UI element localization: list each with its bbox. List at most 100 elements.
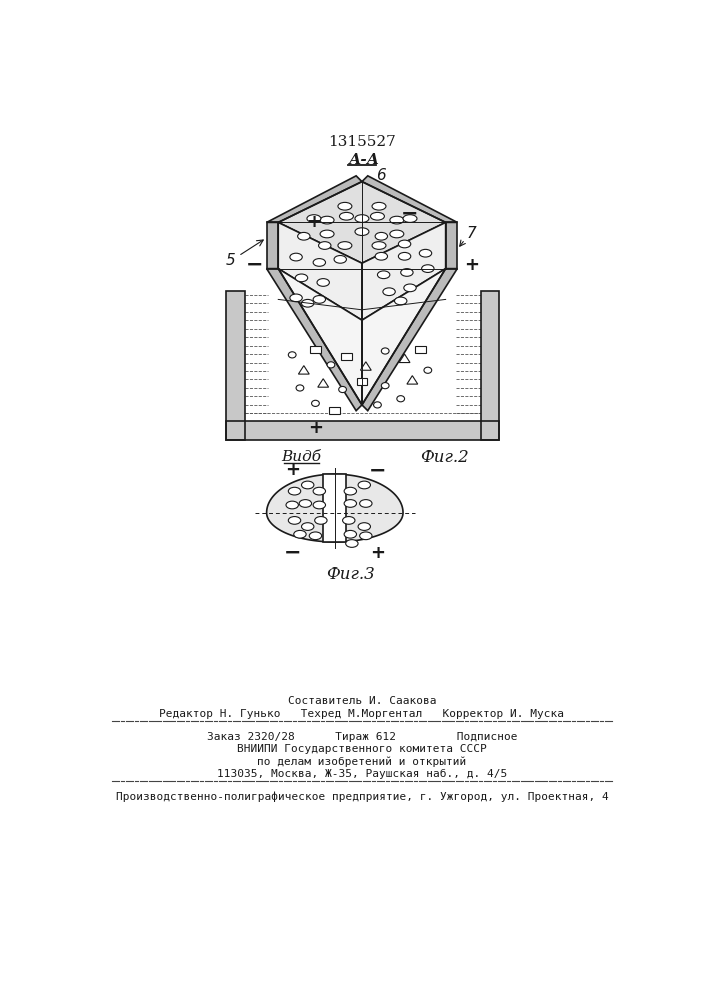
Text: ВНИИПИ Государственного комитета СССР: ВНИИПИ Государственного комитета СССР: [237, 744, 487, 754]
Ellipse shape: [301, 523, 314, 530]
FancyBboxPatch shape: [323, 474, 346, 542]
Text: 5: 5: [226, 240, 263, 268]
Ellipse shape: [403, 215, 417, 222]
Ellipse shape: [358, 523, 370, 530]
Bar: [310, 346, 321, 353]
Ellipse shape: [298, 232, 310, 240]
Text: −: −: [284, 543, 301, 563]
Ellipse shape: [313, 487, 325, 495]
Ellipse shape: [339, 386, 346, 393]
Ellipse shape: [312, 400, 320, 406]
Polygon shape: [279, 222, 362, 320]
Ellipse shape: [401, 269, 413, 276]
Ellipse shape: [296, 385, 304, 391]
Text: +: +: [308, 419, 323, 437]
Polygon shape: [226, 421, 499, 440]
Ellipse shape: [375, 252, 387, 260]
Ellipse shape: [370, 212, 385, 220]
Polygon shape: [267, 269, 362, 411]
Text: 6: 6: [376, 168, 385, 183]
Ellipse shape: [346, 540, 358, 547]
Ellipse shape: [390, 216, 404, 224]
Ellipse shape: [378, 271, 390, 279]
Ellipse shape: [286, 501, 298, 509]
Text: +: +: [464, 256, 479, 274]
Polygon shape: [407, 376, 418, 384]
Ellipse shape: [317, 279, 329, 286]
Ellipse shape: [313, 296, 325, 303]
Text: по делам изобретений и открытий: по делам изобретений и открытий: [257, 756, 467, 767]
Ellipse shape: [309, 532, 322, 540]
Ellipse shape: [344, 487, 356, 495]
Text: −: −: [245, 255, 263, 275]
Polygon shape: [267, 176, 362, 222]
Ellipse shape: [338, 202, 352, 210]
Polygon shape: [298, 366, 309, 374]
Polygon shape: [226, 291, 245, 440]
Text: 7: 7: [467, 226, 477, 241]
Polygon shape: [279, 269, 362, 405]
Bar: [329, 407, 340, 414]
Ellipse shape: [398, 252, 411, 260]
Polygon shape: [362, 269, 457, 411]
Ellipse shape: [398, 240, 411, 248]
Polygon shape: [267, 474, 403, 542]
Polygon shape: [362, 222, 445, 320]
Text: Видб: Видб: [281, 450, 322, 464]
Bar: [356, 378, 368, 385]
Polygon shape: [267, 222, 279, 269]
Ellipse shape: [360, 500, 372, 507]
Polygon shape: [362, 269, 445, 405]
Ellipse shape: [419, 249, 432, 257]
Text: −: −: [402, 204, 419, 224]
Ellipse shape: [313, 259, 325, 266]
Polygon shape: [481, 291, 499, 440]
Ellipse shape: [307, 215, 321, 222]
Text: Редактор Н. Гунько   Техред М.Моргентал   Корректор И. Муска: Редактор Н. Гунько Техред М.Моргентал Ко…: [160, 709, 564, 719]
Ellipse shape: [381, 383, 389, 389]
Ellipse shape: [344, 500, 356, 507]
Ellipse shape: [358, 481, 370, 489]
Ellipse shape: [424, 367, 432, 373]
Ellipse shape: [390, 230, 404, 238]
Ellipse shape: [293, 530, 306, 538]
Ellipse shape: [290, 294, 303, 302]
Text: +: +: [370, 544, 385, 562]
Polygon shape: [279, 182, 445, 263]
Ellipse shape: [344, 530, 356, 538]
Text: Производственно-полиграфическое предприятие, г. Ужгород, ул. Проектная, 4: Производственно-полиграфическое предприя…: [115, 792, 608, 802]
Polygon shape: [362, 176, 457, 222]
Ellipse shape: [395, 297, 407, 305]
Ellipse shape: [288, 487, 300, 495]
Ellipse shape: [319, 242, 331, 249]
Ellipse shape: [381, 348, 389, 354]
Ellipse shape: [383, 288, 395, 296]
Ellipse shape: [372, 202, 386, 210]
Text: 113035, Москва, Ж-35, Раушская наб., д. 4/5: 113035, Москва, Ж-35, Раушская наб., д. …: [217, 769, 507, 779]
Ellipse shape: [288, 352, 296, 358]
Ellipse shape: [301, 481, 314, 489]
Bar: [341, 353, 352, 360]
Text: А-А: А-А: [349, 153, 380, 167]
Polygon shape: [399, 354, 410, 363]
Ellipse shape: [301, 299, 314, 307]
Ellipse shape: [296, 274, 308, 282]
Ellipse shape: [397, 396, 404, 402]
Ellipse shape: [355, 228, 369, 235]
Ellipse shape: [343, 517, 355, 524]
Ellipse shape: [355, 215, 369, 222]
Ellipse shape: [313, 501, 325, 509]
Ellipse shape: [339, 212, 354, 220]
Text: +: +: [285, 461, 300, 479]
Polygon shape: [361, 362, 371, 370]
Text: Заказ 2320/28      Тираж 612         Подписное: Заказ 2320/28 Тираж 612 Подписное: [206, 732, 518, 742]
Text: 1315527: 1315527: [328, 135, 396, 149]
Ellipse shape: [327, 362, 335, 368]
Text: Составитель И. Саакова: Составитель И. Саакова: [288, 696, 436, 706]
Ellipse shape: [338, 242, 352, 249]
Ellipse shape: [373, 402, 381, 408]
Ellipse shape: [288, 517, 300, 524]
Ellipse shape: [334, 256, 346, 263]
Ellipse shape: [375, 232, 387, 240]
Ellipse shape: [360, 532, 372, 540]
